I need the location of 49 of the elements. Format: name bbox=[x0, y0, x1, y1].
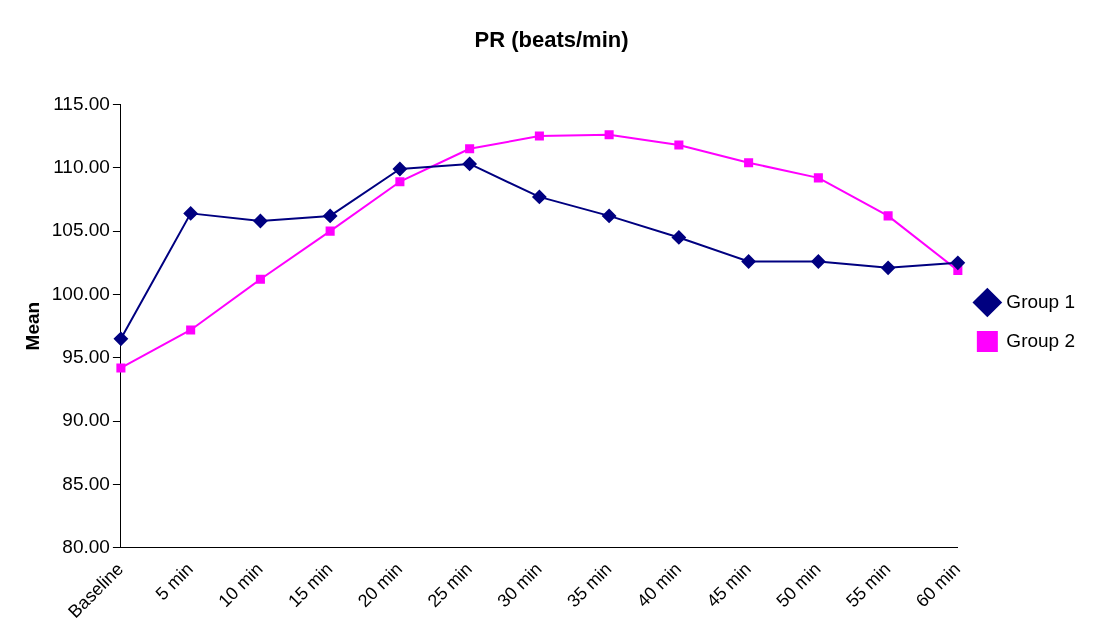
x-tick-label: 40 min bbox=[632, 558, 686, 612]
point bbox=[392, 162, 407, 177]
point bbox=[462, 156, 477, 171]
point bbox=[465, 144, 475, 154]
point bbox=[113, 331, 128, 346]
point bbox=[881, 260, 896, 275]
point bbox=[395, 177, 405, 187]
point bbox=[532, 189, 547, 204]
point bbox=[186, 325, 196, 335]
point bbox=[811, 254, 826, 269]
x-tick-label: 25 min bbox=[423, 558, 476, 612]
point bbox=[183, 206, 198, 221]
point bbox=[813, 173, 823, 183]
point bbox=[255, 274, 265, 284]
point bbox=[116, 363, 126, 373]
legend-label: Group 2 bbox=[1006, 329, 1075, 351]
y-tick-label: 105.00 bbox=[51, 219, 110, 241]
y-tick-label: 85.00 bbox=[62, 472, 110, 494]
x-tick-label: 10 min bbox=[214, 558, 267, 612]
y-tick-label: 90.00 bbox=[62, 409, 110, 431]
y-tick-label: 95.00 bbox=[62, 346, 110, 368]
point bbox=[883, 211, 893, 221]
point bbox=[741, 254, 756, 269]
point bbox=[602, 208, 617, 223]
y-tick-label: 110.00 bbox=[53, 155, 110, 177]
y-tick-label: 80.00 bbox=[62, 536, 110, 558]
point bbox=[253, 213, 268, 228]
y-axis-title: Mean bbox=[21, 301, 43, 351]
point bbox=[534, 131, 544, 141]
x-tick-label: 15 min bbox=[284, 558, 337, 612]
legend-label: Group 1 bbox=[1006, 290, 1075, 312]
point bbox=[323, 208, 338, 223]
x-tick-label: 60 min bbox=[911, 558, 965, 612]
y-tick-label: 115.00 bbox=[53, 92, 110, 114]
x-tick-label: 35 min bbox=[563, 558, 616, 612]
y-tick-label: 100.00 bbox=[51, 282, 110, 304]
x-tick-label: 20 min bbox=[353, 558, 407, 612]
x-tick-label: 50 min bbox=[772, 558, 825, 612]
point bbox=[744, 158, 754, 168]
chart-title: PR (beats/min) bbox=[474, 27, 629, 53]
x-tick-label: 45 min bbox=[702, 558, 755, 612]
point bbox=[950, 255, 965, 270]
x-tick-label: 55 min bbox=[842, 558, 895, 612]
point bbox=[325, 226, 335, 236]
point bbox=[604, 130, 614, 140]
point bbox=[674, 140, 684, 150]
x-tick-label: 5 min bbox=[151, 558, 197, 605]
point bbox=[671, 230, 686, 245]
x-tick-label: 30 min bbox=[493, 558, 546, 612]
